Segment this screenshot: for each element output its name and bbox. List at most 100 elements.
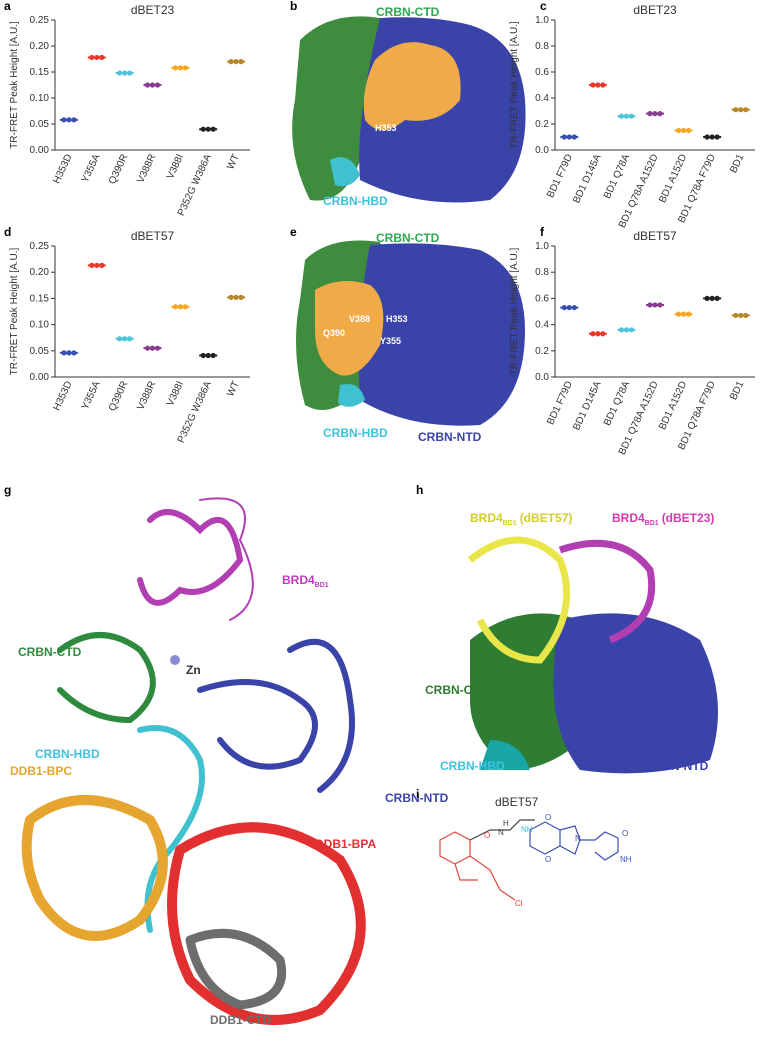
x-tick-label: Q390R: [107, 153, 130, 186]
x-tick-label: V388I: [165, 380, 186, 408]
structure-label: CRBN-HBD: [440, 759, 505, 773]
data-point: [144, 82, 151, 88]
data-point: [623, 113, 630, 119]
data-point: [618, 113, 625, 119]
data-point: [590, 82, 596, 88]
panel-letter: b: [290, 0, 297, 13]
y-axis-label: TR-FRET Peak Height [A.U.]: [509, 21, 520, 149]
structure-label: CRBN-HBD: [323, 426, 388, 440]
atom-label: NH: [620, 855, 632, 864]
y-tick-label: 0.2: [535, 346, 549, 357]
atom-label: Cl: [515, 899, 523, 908]
protein-ligand: (dBET57): [520, 511, 573, 525]
data-point: [228, 59, 234, 65]
data-point: [205, 352, 211, 359]
data-point: [704, 134, 710, 140]
chart-title: dBET57: [131, 229, 175, 243]
y-tick-label: 0.20: [30, 267, 50, 278]
data-point: [595, 331, 601, 337]
data-point: [238, 294, 244, 300]
x-tick-label: V388R: [135, 153, 158, 185]
y-tick-label: 0.15: [30, 67, 50, 78]
y-tick-label: 0.25: [30, 15, 50, 26]
data-point: [600, 82, 606, 88]
structure-i: [439, 819, 619, 901]
data-point: [566, 304, 572, 311]
structure-label: CRBN-CTD: [425, 683, 489, 697]
protein-label: BRD4BD1 (dBET57): [470, 511, 572, 527]
x-tick-label: BD1 F79D: [545, 153, 575, 200]
data-point: [628, 113, 635, 119]
structure-label: CRBN-NTD: [385, 791, 449, 805]
x-tick-label: BD1 A152D: [657, 380, 689, 432]
panel-letter: h: [416, 483, 423, 497]
atom-label: O: [622, 829, 628, 838]
protein-name: BRD4: [612, 511, 645, 525]
data-point: [149, 82, 156, 88]
x-tick-label: BD1 A152D: [657, 153, 689, 205]
structure-label: DDB1-BPA: [315, 837, 376, 851]
data-point: [99, 262, 105, 268]
protein-subscript: BD1: [315, 582, 329, 589]
data-point: [623, 327, 630, 333]
y-tick-label: 1.0: [535, 241, 549, 252]
atom-label: O: [545, 855, 551, 864]
x-tick-label: H353D: [52, 380, 75, 413]
data-point: [233, 59, 239, 65]
y-tick-label: 0.8: [535, 41, 549, 52]
data-point: [99, 54, 105, 61]
data-point: [228, 294, 234, 300]
data-point: [177, 65, 183, 71]
data-point: [685, 311, 692, 317]
data-point: [675, 127, 682, 134]
data-point: [71, 117, 77, 123]
data-point: [738, 107, 744, 113]
x-tick-label: BD1: [728, 379, 746, 402]
structure-label: V388: [349, 314, 370, 324]
structure-label: CRBN-NTD: [645, 759, 709, 773]
data-point: [743, 312, 749, 319]
data-point: [210, 126, 216, 132]
data-point: [122, 336, 128, 342]
y-tick-label: 0.6: [535, 293, 549, 304]
panel-letter: e: [290, 225, 297, 239]
structure-label: CRBN-HBD: [323, 194, 388, 208]
x-tick-label: H353D: [52, 153, 75, 186]
atom-label: H: [503, 819, 509, 828]
protein-name: BRD4: [282, 573, 315, 587]
y-tick-label: 0.05: [30, 346, 50, 357]
x-tick-label: WT: [225, 153, 242, 172]
protein-subscript: BD1: [503, 520, 517, 527]
compound-name: dBET57: [495, 795, 539, 809]
data-point: [61, 117, 67, 123]
data-point: [200, 352, 206, 359]
y-tick-label: 0.2: [535, 119, 549, 130]
data-point: [709, 134, 715, 140]
x-tick-label: V388R: [135, 380, 158, 412]
y-tick-label: 0.00: [30, 145, 50, 156]
data-point: [561, 134, 567, 140]
protein-name: BRD4: [470, 511, 503, 525]
structure-label: CRBN-NTD: [418, 181, 482, 195]
structure-label: DDB1-CTD: [210, 1013, 272, 1027]
data-point: [600, 331, 606, 337]
y-axis-label: TR-FRET Peak Height [A.U.]: [9, 21, 20, 149]
y-tick-label: 0.0: [535, 145, 549, 156]
data-point: [61, 350, 67, 356]
data-point: [685, 127, 692, 134]
panel-letter: a: [4, 0, 11, 13]
chart-title: dBET23: [131, 3, 175, 17]
data-point: [205, 126, 211, 132]
structure-label: Zn: [186, 663, 201, 677]
data-point: [566, 134, 572, 140]
x-tick-label: BD1 D145A: [571, 379, 603, 432]
y-axis-label: TR-FRET Peak Height [A.U.]: [9, 247, 20, 375]
data-point: [647, 302, 653, 308]
x-tick-label: Y355A: [80, 379, 103, 411]
data-point: [127, 70, 133, 76]
data-point: [714, 295, 720, 301]
data-point: [595, 82, 601, 88]
data-point: [618, 327, 625, 333]
y-tick-label: 0.10: [30, 93, 50, 104]
structure-label: CRBN-NTD: [418, 430, 482, 444]
